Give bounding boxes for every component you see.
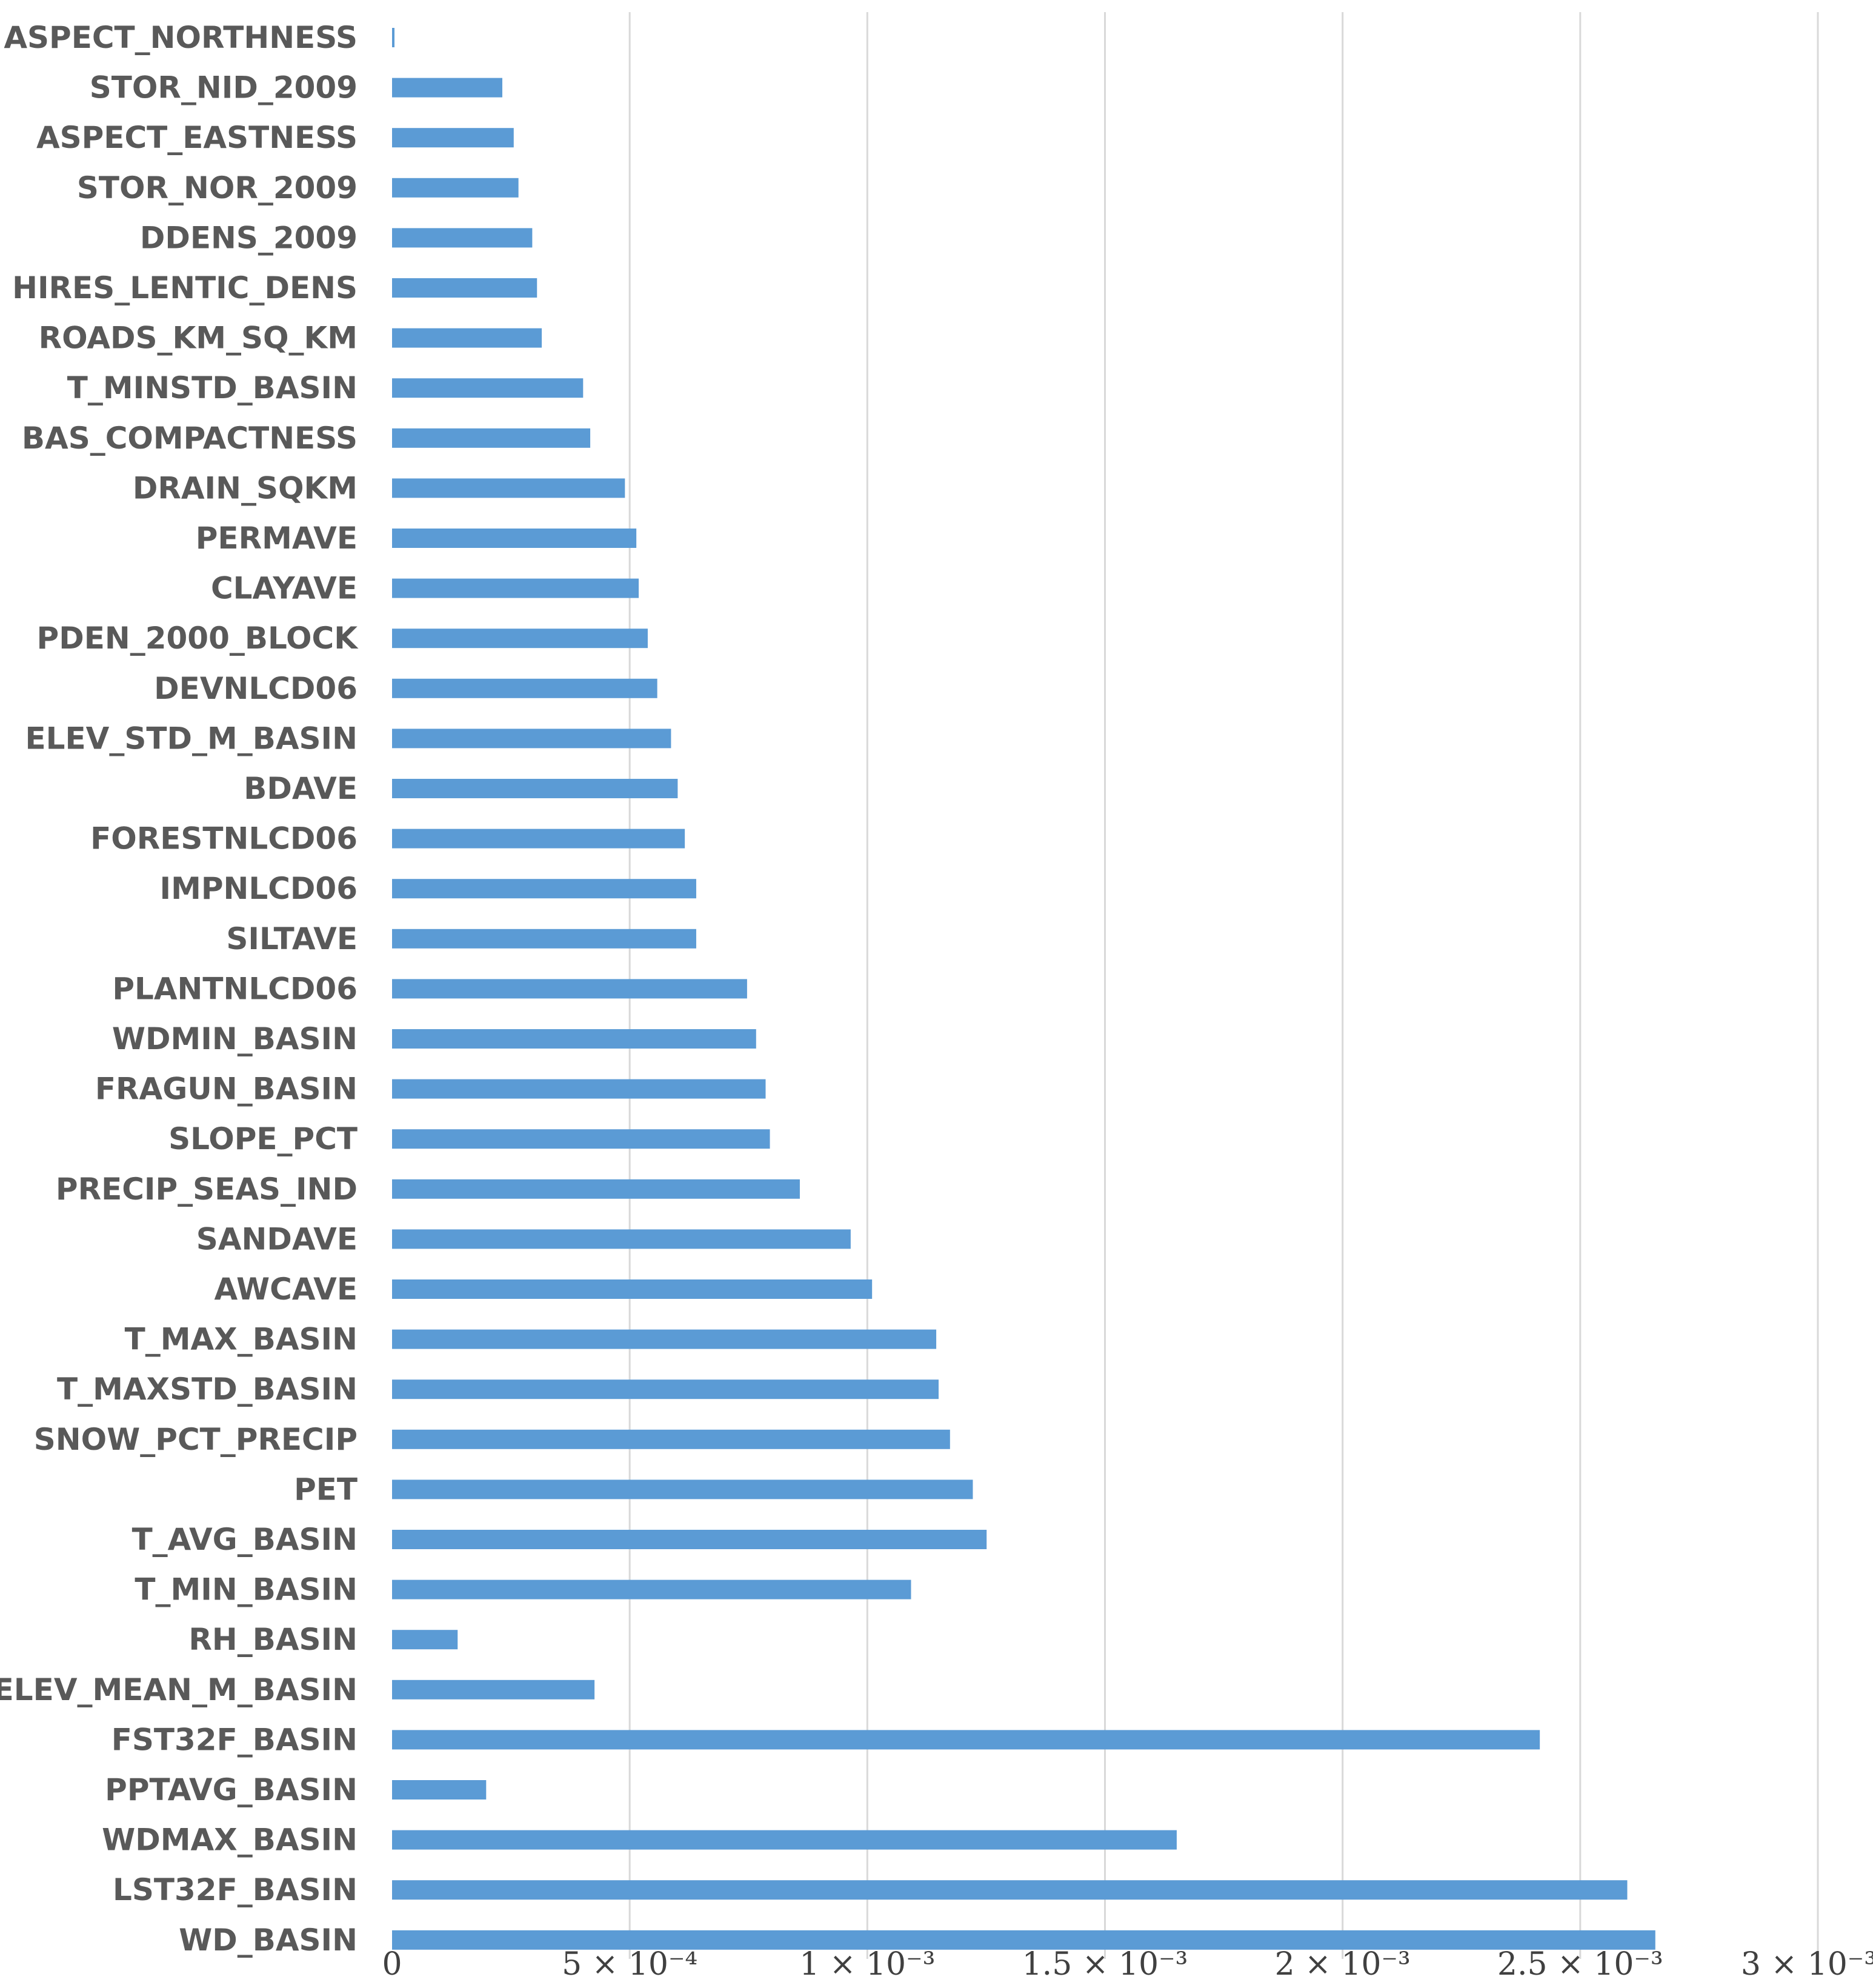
bar-drain-sqkm bbox=[392, 478, 625, 498]
bar-stor-nor-2009 bbox=[392, 178, 519, 198]
bar-awcave bbox=[392, 1279, 873, 1299]
bar-sandave bbox=[392, 1229, 851, 1249]
category-label: RH_BASIN bbox=[188, 1622, 358, 1657]
category-label: FRAGUN_BASIN bbox=[95, 1072, 358, 1107]
x-tick-label: 0 bbox=[382, 1946, 402, 1983]
bar-wdmin-basin bbox=[392, 1029, 756, 1049]
bar-bdave bbox=[392, 779, 678, 798]
x-tick-label: 5 × 10⁻⁴ bbox=[562, 1946, 697, 1983]
bar-pet bbox=[392, 1479, 973, 1499]
bar-roads-km-sq-km bbox=[392, 328, 542, 348]
category-label: STOR_NID_2009 bbox=[90, 70, 358, 105]
category-label: AWCAVE bbox=[215, 1272, 358, 1307]
bar-clayave bbox=[392, 578, 639, 598]
category-label: ROADS_KM_SQ_KM bbox=[39, 321, 358, 356]
bar-fst32f-basin bbox=[392, 1730, 1540, 1750]
category-label: CLAYAVE bbox=[211, 571, 358, 606]
category-label: PERMAVE bbox=[196, 521, 358, 556]
gridlines bbox=[628, 12, 1819, 1959]
category-label: FORESTNLCD06 bbox=[90, 821, 358, 856]
category-label: ELEV_STD_M_BASIN bbox=[25, 721, 358, 756]
bar-forestnlcd06 bbox=[392, 829, 685, 849]
bar-t-min-basin bbox=[392, 1579, 911, 1599]
bar-wd-basin bbox=[392, 1930, 1655, 1950]
bar-bas-compactness bbox=[392, 428, 591, 448]
bar-ddens-2009 bbox=[392, 228, 533, 248]
x-tick-label: 1 × 10⁻³ bbox=[799, 1946, 935, 1983]
bar-stor-nid-2009 bbox=[392, 78, 502, 98]
x-tick-label: 2.5 × 10⁻³ bbox=[1497, 1946, 1663, 1983]
category-label: BDAVE bbox=[244, 771, 358, 806]
category-label: IMPNLCD06 bbox=[160, 871, 358, 906]
category-label: SNOW_PCT_PRECIP bbox=[34, 1422, 358, 1457]
bar-elev-std-m-basin bbox=[392, 729, 671, 749]
bar-impnlcd06 bbox=[392, 879, 696, 899]
category-label: PDEN_2000_BLOCK bbox=[37, 621, 359, 656]
category-label: BAS_COMPACTNESS bbox=[22, 421, 358, 456]
bar-aspect-eastness bbox=[392, 128, 514, 148]
bar-permave bbox=[392, 529, 637, 548]
category-label: T_MAX_BASIN bbox=[125, 1322, 358, 1357]
bar-pptavg-basin bbox=[392, 1780, 487, 1800]
category-label: ASPECT_NORTHNESS bbox=[4, 20, 358, 55]
category-label: LST32F_BASIN bbox=[113, 1872, 358, 1907]
category-label: WD_BASIN bbox=[179, 1923, 358, 1958]
category-label: HIRES_LENTIC_DENS bbox=[12, 270, 358, 305]
category-label: T_MIN_BASIN bbox=[135, 1572, 358, 1607]
bars bbox=[392, 28, 1655, 1950]
bar-plantnlcd06 bbox=[392, 979, 747, 999]
bar-t-minstd-basin bbox=[392, 378, 584, 398]
x-tick-label: 3 × 10⁻³ bbox=[1741, 1946, 1873, 1983]
category-label: PLANTNLCD06 bbox=[112, 971, 358, 1006]
category-label: SLOPE_PCT bbox=[168, 1121, 358, 1156]
bar-t-max-basin bbox=[392, 1329, 937, 1349]
bar-siltave bbox=[392, 929, 696, 949]
bar-snow-pct-precip bbox=[392, 1429, 950, 1449]
bar-devnlcd06 bbox=[392, 678, 657, 698]
bar-precip-seas-ind bbox=[392, 1179, 800, 1199]
bar-t-maxstd-basin bbox=[392, 1379, 939, 1399]
category-label: DRAIN_SQKM bbox=[133, 470, 358, 505]
category-label: PET bbox=[294, 1472, 358, 1507]
category-label: STOR_NOR_2009 bbox=[77, 170, 358, 205]
category-label: SANDAVE bbox=[196, 1221, 358, 1256]
bar-pden-2000-block bbox=[392, 629, 648, 649]
category-label: T_MINSTD_BASIN bbox=[67, 370, 358, 405]
category-label: WDMIN_BASIN bbox=[112, 1021, 358, 1056]
category-label: DDENS_2009 bbox=[140, 220, 358, 255]
x-tick-label: 2 × 10⁻³ bbox=[1275, 1946, 1411, 1983]
category-label: T_MAXSTD_BASIN bbox=[57, 1372, 358, 1407]
category-label: FST32F_BASIN bbox=[111, 1722, 358, 1757]
bar-t-avg-basin bbox=[392, 1530, 987, 1549]
category-label: SILTAVE bbox=[226, 921, 358, 956]
bar-aspect-northness bbox=[392, 28, 394, 47]
bar-fragun-basin bbox=[392, 1079, 766, 1099]
x-tick-label: 1.5 × 10⁻³ bbox=[1022, 1946, 1188, 1983]
bar-rh-basin bbox=[392, 1630, 458, 1650]
bar-wdmax-basin bbox=[392, 1830, 1177, 1850]
category-label: PRECIP_SEAS_IND bbox=[56, 1172, 358, 1207]
bar-elev-mean-m-basin bbox=[392, 1679, 595, 1699]
category-label: ELEV_MEAN_M_BASIN bbox=[0, 1672, 358, 1707]
bar-hires-lentic-dens bbox=[392, 278, 537, 298]
bar-slope-pct bbox=[392, 1129, 770, 1149]
category-labels: ASPECT_NORTHNESS STOR_NID_2009 ASPECT_EAST… bbox=[0, 20, 359, 1958]
category-label: DEVNLCD06 bbox=[154, 671, 358, 706]
category-label: PPTAVG_BASIN bbox=[105, 1772, 358, 1807]
category-label: WDMAX_BASIN bbox=[102, 1823, 358, 1858]
category-label: T_AVG_BASIN bbox=[132, 1522, 358, 1557]
category-label: ASPECT_EASTNESS bbox=[36, 120, 358, 155]
x-axis-tick-labels: 0 5 × 10⁻⁴ 1 × 10⁻³ 1.5 × 10⁻³ 2 × 10⁻³ 2.5 ×… bbox=[382, 1946, 1873, 1983]
bar-lst32f-basin bbox=[392, 1880, 1628, 1900]
